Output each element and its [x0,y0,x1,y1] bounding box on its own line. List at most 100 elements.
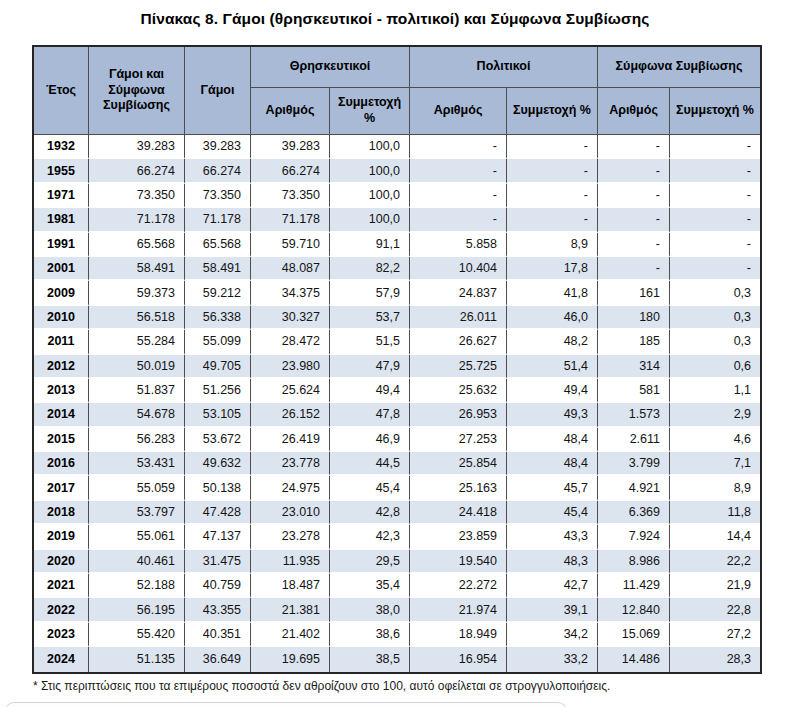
value-cell: 3.799 [597,452,669,476]
value-cell: 25.854 [409,452,506,476]
value-cell: 58.491 [184,257,250,281]
table-row: 202451.13536.64919.69538,516.95433,214.4… [34,647,760,671]
value-cell: 39.283 [88,135,184,159]
value-cell: 71.178 [184,208,250,232]
value-cell: 45,4 [329,476,409,500]
table-row: 201351.83751.25625.62449,425.63249,45811… [34,379,760,403]
value-cell: 26.419 [250,428,329,452]
table-row: 201454.67853.10526.15247,826.95349,31.57… [34,403,760,427]
value-cell: 40.351 [184,623,250,647]
footnote: * Στις περιπτώσεις που τα επιμέρους ποσο… [33,679,610,693]
value-cell: 50.138 [184,476,250,500]
value-cell: 8,9 [669,476,760,500]
value-cell: 11.429 [597,574,669,598]
value-cell: 66.274 [250,159,329,183]
value-cell: 48,4 [506,428,597,452]
table-row: 202355.42040.35121.40238,618.94934,215.0… [34,623,760,647]
value-cell: 4.921 [597,476,669,500]
value-cell: 53,7 [329,306,409,330]
value-cell: 161 [597,281,669,305]
value-cell: 53.105 [184,403,250,427]
table-row: 201755.05950.13824.97545,425.16345,74.92… [34,476,760,500]
value-cell: 1.573 [597,403,669,427]
value-cell: 100,0 [329,184,409,208]
value-cell: 314 [597,355,669,379]
value-cell: 22,8 [669,598,760,622]
table-row: 193239.28339.28339.283100,0---- [34,135,760,159]
value-cell: 0,3 [669,281,760,305]
header-civil-share: Συμμετοχή % [506,88,597,135]
value-cell: 47,9 [329,355,409,379]
value-cell: 19.540 [409,550,506,574]
year-cell: 2017 [34,476,88,500]
year-cell: 2010 [34,306,88,330]
value-cell: 23.859 [409,525,506,549]
value-cell: 6.369 [597,501,669,525]
value-cell: 48,4 [506,452,597,476]
value-cell: - [669,257,760,281]
value-cell: 45,4 [506,501,597,525]
value-cell: 56.518 [88,306,184,330]
value-cell: 27.253 [409,428,506,452]
value-cell: 54.678 [88,403,184,427]
table-row: 201853.79747.42823.01042,824.41845,46.36… [34,501,760,525]
value-cell: 55.284 [88,330,184,354]
value-cell: - [506,135,597,159]
table-row: 202256.19543.35521.38138,021.97439,112.8… [34,598,760,622]
value-cell: 53.431 [88,452,184,476]
value-cell: 51.256 [184,379,250,403]
value-cell: 0,6 [669,355,760,379]
year-cell: 1971 [34,184,88,208]
value-cell: - [597,159,669,183]
value-cell: 49,4 [329,379,409,403]
value-cell: - [409,135,506,159]
header-group-religious: Θρησκευτικοί [250,47,409,88]
value-cell: - [409,208,506,232]
value-cell: 51.837 [88,379,184,403]
value-cell: 57,9 [329,281,409,305]
value-cell: 65.568 [88,233,184,257]
value-cell: 49.632 [184,452,250,476]
year-cell: 2022 [34,598,88,622]
value-cell: 51,5 [329,330,409,354]
value-cell: 55.061 [88,525,184,549]
value-cell: 42,8 [329,501,409,525]
year-cell: 1955 [34,159,88,183]
value-cell: 59.373 [88,281,184,305]
value-cell: 18.949 [409,623,506,647]
value-cell: 8.986 [597,550,669,574]
header-total: Γάμοι και Σύμφωνα Συμβίωσης [88,47,184,135]
header-marriages: Γάμοι [184,47,250,135]
value-cell: 4,6 [669,428,760,452]
value-cell: - [506,184,597,208]
value-cell: - [597,184,669,208]
value-cell: 25.163 [409,476,506,500]
value-cell: 58.491 [88,257,184,281]
background-window-edge [5,702,567,707]
value-cell: 59.710 [250,233,329,257]
value-cell: 71.178 [88,208,184,232]
table-row: 201653.43149.63223.77844,525.85448,43.79… [34,452,760,476]
value-cell: - [506,208,597,232]
value-cell: 44,5 [329,452,409,476]
statistics-table-container: Έτος Γάμοι και Σύμφωνα Συμβίωσης Γάμοι Θ… [32,45,762,674]
value-cell: 24.418 [409,501,506,525]
value-cell: 42,3 [329,525,409,549]
value-cell: 82,2 [329,257,409,281]
value-cell: - [669,208,760,232]
value-cell: 45,7 [506,476,597,500]
value-cell: - [409,184,506,208]
value-cell: 49,4 [506,379,597,403]
header-cohabitation-number: Αριθμός [597,88,669,135]
header-civil-number: Αριθμός [409,88,506,135]
value-cell: 55.420 [88,623,184,647]
value-cell: 1,1 [669,379,760,403]
value-cell: 56.338 [184,306,250,330]
table-body: 193239.28339.28339.283100,0----1955 66.27… [34,135,760,672]
value-cell: - [669,184,760,208]
value-cell: 8,9 [506,233,597,257]
value-cell: 41,8 [506,281,597,305]
value-cell: 56.283 [88,428,184,452]
value-cell: 36.649 [184,647,250,671]
header-cohabitation-share: Συμμετοχή % [669,88,760,135]
